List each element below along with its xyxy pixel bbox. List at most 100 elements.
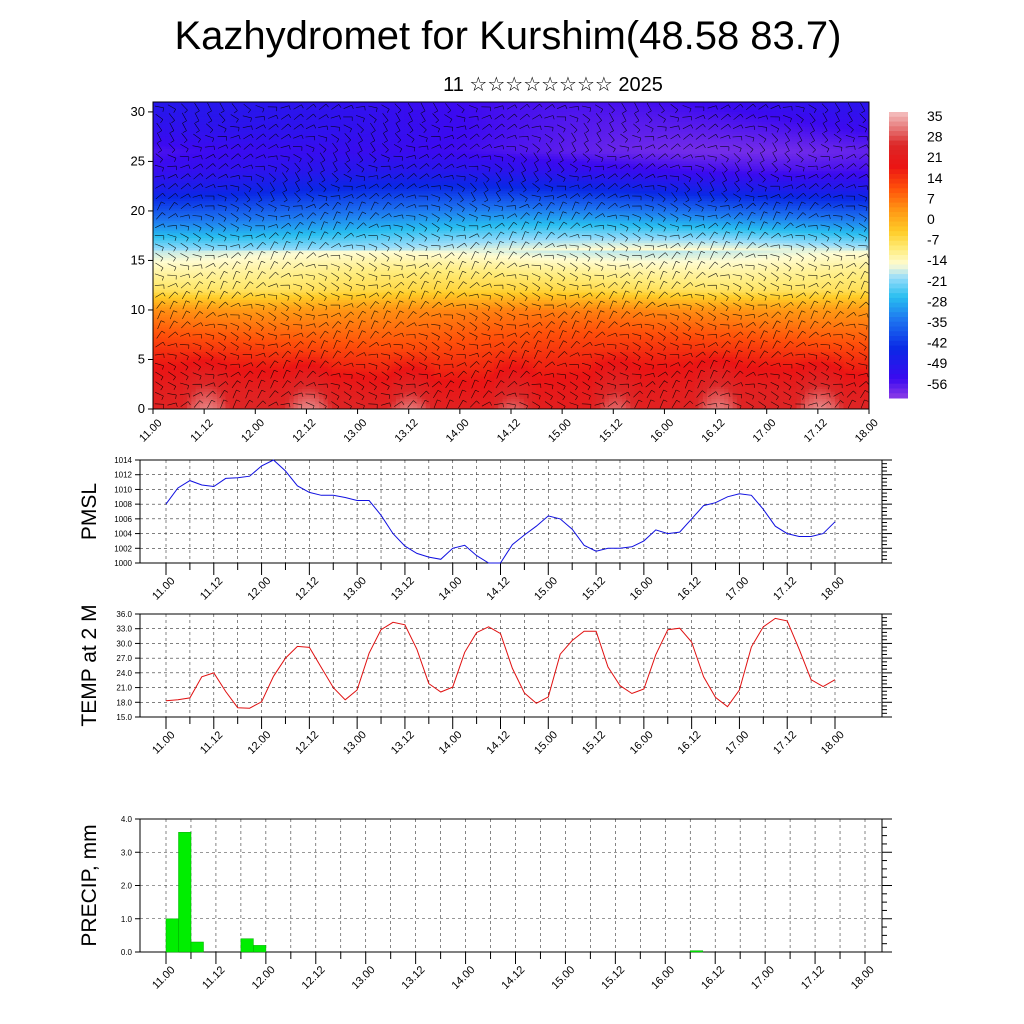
field-cell <box>221 149 227 153</box>
field-cell <box>404 121 410 125</box>
field-cell <box>383 141 388 145</box>
field-cell <box>327 141 333 145</box>
field-cell <box>366 119 371 123</box>
field-cell <box>327 121 333 125</box>
field-cell <box>361 131 367 135</box>
field-cell <box>719 149 725 153</box>
field-cell <box>225 104 231 108</box>
field-cell <box>182 139 188 143</box>
field-cell <box>221 134 227 138</box>
field-cell <box>758 102 764 106</box>
field-cell <box>476 141 482 145</box>
field-cell <box>545 149 550 153</box>
field-cell <box>459 129 465 133</box>
field-cell <box>826 119 832 123</box>
field-cell <box>268 151 273 155</box>
field-cell <box>272 106 278 111</box>
field-cell <box>664 141 670 145</box>
field-cell <box>493 114 499 118</box>
field-cell <box>864 116 869 120</box>
field-cell <box>860 149 866 153</box>
field-cell <box>626 141 631 145</box>
field-cell <box>387 131 393 135</box>
field-cell <box>289 139 295 143</box>
field-cell <box>579 129 585 133</box>
field-cell <box>715 141 721 145</box>
field-cell <box>745 104 751 108</box>
field-cell <box>519 102 525 106</box>
field-cell <box>749 146 755 150</box>
field-cell <box>758 124 764 128</box>
field-cell <box>187 136 192 140</box>
field-cell <box>280 149 286 153</box>
field-cell <box>813 129 819 133</box>
field-cell <box>579 146 585 150</box>
field-cell <box>562 149 567 153</box>
field-cell <box>600 109 606 113</box>
field-cell <box>157 106 163 111</box>
field-cell <box>587 124 593 128</box>
field-cell <box>212 119 218 123</box>
field-cell <box>430 102 435 106</box>
field-cell <box>289 111 295 115</box>
field-cell <box>856 109 862 113</box>
field-cell <box>826 141 832 145</box>
field-cell <box>353 109 359 113</box>
field-cell <box>545 102 550 106</box>
field-cell <box>591 141 597 145</box>
field-cell <box>630 114 636 118</box>
field-cell <box>170 141 175 145</box>
field-cell <box>408 126 414 130</box>
field-cell <box>800 131 806 135</box>
field-cell <box>370 124 376 128</box>
field-cell <box>847 116 853 120</box>
field-cell <box>741 124 746 128</box>
field-cell <box>374 119 380 123</box>
field-cell <box>208 146 214 150</box>
field-cell <box>672 151 678 155</box>
field-cell <box>711 141 717 145</box>
field-cell <box>493 104 499 108</box>
field-cell <box>788 102 793 106</box>
field-cell <box>327 131 333 135</box>
field-cell <box>702 109 708 113</box>
field-cell <box>609 136 614 140</box>
field-cell <box>157 126 163 130</box>
field-cell <box>195 131 201 135</box>
field-cell <box>468 116 474 120</box>
field-cell <box>839 102 845 106</box>
field-cell <box>792 129 798 133</box>
field-cell <box>391 141 397 145</box>
field-cell <box>225 126 231 130</box>
field-cell <box>557 139 563 143</box>
field-cell <box>468 121 474 125</box>
field-cell <box>634 114 640 118</box>
field-cell <box>493 119 499 123</box>
field-cell <box>276 129 282 133</box>
field-cell <box>229 139 235 143</box>
field-cell <box>553 144 559 148</box>
field-cell <box>553 136 559 140</box>
field-cell <box>361 141 367 145</box>
field-cell <box>259 106 265 111</box>
field-cell <box>476 109 482 113</box>
field-cell <box>528 144 533 148</box>
field-cell <box>553 111 559 115</box>
field-cell <box>383 151 388 155</box>
field-cell <box>634 119 640 123</box>
field-cell <box>830 116 836 120</box>
field-cell <box>387 126 393 130</box>
field-cell <box>651 141 657 145</box>
field-cell <box>191 102 197 106</box>
field-cell <box>408 136 414 140</box>
field-cell <box>562 139 567 143</box>
field-cell <box>647 151 653 155</box>
field-cell <box>685 102 691 106</box>
field-cell <box>314 149 320 153</box>
field-cell <box>263 139 269 143</box>
field-cell <box>412 124 418 128</box>
field-cell <box>860 119 866 123</box>
field-cell <box>702 141 708 145</box>
field-cell <box>336 139 342 143</box>
field-cell <box>485 129 491 133</box>
